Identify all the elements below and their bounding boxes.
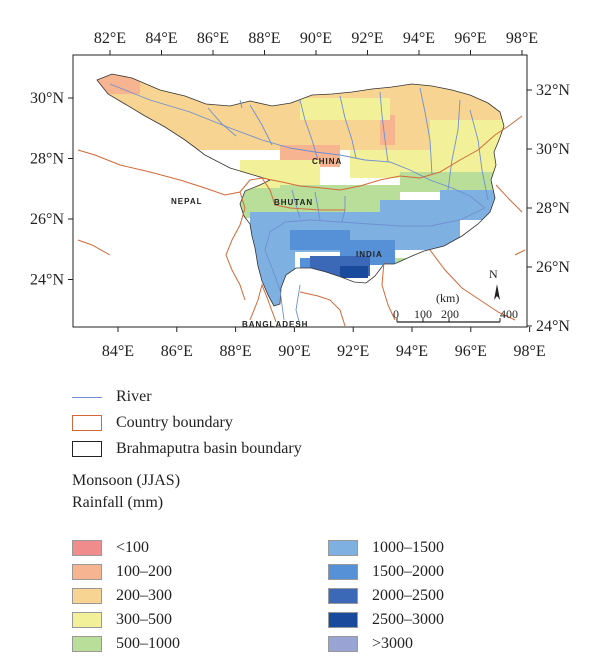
top-lon-label: 98°E (506, 30, 538, 47)
bottom-lon-label: 94°E (396, 343, 428, 360)
left-lat-label: 28°N (30, 151, 64, 168)
country-boundaries (77, 115, 526, 327)
rainfall-bin-label: 2500–3000 (372, 611, 444, 628)
rainfall-bin-swatch (328, 612, 358, 628)
rainfall-bin-swatch (72, 564, 102, 580)
rainfall-bin-label: 500–1000 (116, 635, 180, 652)
legend-basin-label: Brahmaputra basin boundary (116, 440, 302, 457)
label-nepal: NEPAL (171, 197, 203, 206)
bottom-lon-label: 98°E (514, 343, 546, 360)
rainfall-bin-swatch (72, 636, 102, 652)
basin-boundary (96, 73, 505, 307)
rainfall-bin: 1000–1500 (328, 536, 578, 560)
label-bhutan: BHUTAN (274, 198, 313, 207)
rainfall-bin: <100 (72, 536, 328, 560)
top-lon-label: 86°E (197, 30, 229, 47)
axis-tick-labels: 82°E 84°E 86°E 88°E 90°E 92°E 94°E 96°E 98°E 84°E… (30, 30, 570, 360)
scale-bar: (km) 0 100 200 400 (393, 291, 518, 323)
left-lat-label: 30°N (30, 90, 64, 107)
rainfall-bin: 300–500 (72, 608, 328, 632)
label-india: INDIA (356, 250, 383, 259)
legend-country-label: Country boundary (116, 414, 233, 431)
river-network (109, 83, 489, 326)
scale-unit: (km) (436, 291, 459, 305)
rainfall-bin: 1500–2000 (328, 560, 578, 584)
top-lon-label: 82°E (94, 30, 126, 47)
top-lon-label: 84°E (145, 30, 177, 47)
rainfall-bin: 2000–2500 (328, 584, 578, 608)
rainfall-map: CHINA NEPAL BHUTAN INDIA BANGLADESH (km)… (30, 30, 570, 360)
north-label: N (489, 267, 498, 281)
country-boundary-swatch (72, 415, 102, 431)
rainfall-bin-swatch (328, 540, 358, 556)
right-lat-label: 24°N (536, 318, 570, 335)
rainfall-bin-swatch (328, 636, 358, 652)
bottom-lon-label: 96°E (455, 343, 487, 360)
rainfall-bin-label: >3000 (372, 635, 414, 652)
right-lat-label: 30°N (536, 141, 570, 158)
rainfall-bin-label: 100–200 (116, 563, 172, 580)
top-lon-label: 92°E (351, 30, 383, 47)
basin-boundary-swatch (72, 441, 102, 457)
bottom-lon-label: 92°E (337, 343, 369, 360)
river-line-swatch (72, 396, 102, 398)
legend-river: River (72, 384, 592, 410)
rainfall-bin: >3000 (328, 632, 578, 656)
rainfall-bins: <100 1000–1500 100–200 1500–2000 200–300 2000… (72, 536, 592, 656)
label-china: CHINA (312, 157, 342, 166)
rainfall-bin-swatch (328, 564, 358, 580)
top-lon-label: 90°E (300, 30, 332, 47)
bottom-lon-label: 86°E (161, 343, 193, 360)
top-lon-label: 94°E (403, 30, 435, 47)
left-lat-label: 26°N (30, 211, 64, 228)
rainfall-bin-swatch (72, 588, 102, 604)
north-arrow-icon: N (489, 267, 500, 300)
axis-ticks (68, 50, 532, 332)
scale-label-200: 200 (441, 307, 459, 321)
rainfall-bin-label: 200–300 (116, 587, 172, 604)
scale-label-400: 400 (500, 307, 518, 321)
top-lon-label: 96°E (454, 30, 486, 47)
rainfall-bin-label: 2000–2500 (372, 587, 444, 604)
rainfall-bin-label: 1500–2000 (372, 563, 444, 580)
rainfall-bin-swatch (72, 612, 102, 628)
bottom-lon-label: 84°E (102, 343, 134, 360)
legend-country: Country boundary (72, 410, 592, 436)
right-lat-label: 32°N (536, 82, 570, 99)
legend-river-label: River (116, 388, 152, 405)
right-lat-label: 28°N (536, 200, 570, 217)
rainfall-bin: 200–300 (72, 584, 328, 608)
rainfall-bin: 500–1000 (72, 632, 328, 656)
label-bangladesh: BANGLADESH (242, 320, 308, 329)
rainfall-bin: 100–200 (72, 560, 328, 584)
right-lat-label: 26°N (536, 259, 570, 276)
legend-title-line2: Rainfall (mm) (72, 494, 164, 511)
rainfall-bin-label: 1000–1500 (372, 539, 444, 556)
top-lon-label: 88°E (248, 30, 280, 47)
rainfall-bin-label: 300–500 (116, 611, 172, 628)
legend-basin: Brahmaputra basin boundary (72, 436, 592, 462)
bottom-lon-label: 90°E (278, 343, 310, 360)
rainfall-bin-swatch (328, 588, 358, 604)
legend: River Country boundary Brahmaputra basin… (72, 384, 592, 656)
rainfall-bin-swatch (72, 540, 102, 556)
rainfall-bin: 2500–3000 (328, 608, 578, 632)
scale-label-100: 100 (414, 307, 432, 321)
legend-title-line1: Monsoon (JJAS) (72, 472, 181, 489)
bottom-lon-label: 88°E (220, 343, 252, 360)
scale-label-0: 0 (393, 307, 399, 321)
left-lat-label: 24°N (30, 272, 64, 289)
rainfall-bin-label: <100 (116, 539, 150, 556)
